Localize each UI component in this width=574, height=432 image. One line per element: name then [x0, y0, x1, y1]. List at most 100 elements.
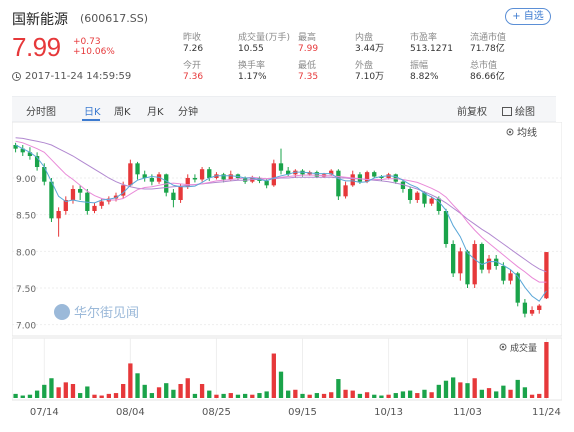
y-tick-label: 8.00 [16, 248, 36, 258]
kline-svg[interactable]: 华尔街见闻 9.00 8.50 8.00 7.50 7.00 07/14 08/04 08/2… [11, 121, 563, 428]
volume-bar [314, 393, 320, 398]
ma-toggle-icon [506, 128, 514, 136]
candle-body [42, 167, 47, 182]
metric-6: 今开 7.36 [183, 61, 203, 83]
metric-label: 总市值 [470, 61, 498, 71]
metric-label: 外盘 [355, 61, 374, 71]
candle-body [286, 170, 291, 175]
candle-body [443, 211, 449, 244]
volume-bar [242, 393, 248, 398]
metric-label: 振幅 [410, 61, 429, 71]
volume-bar [357, 393, 363, 398]
metric-8: 最低 7.35 [298, 61, 318, 83]
metric-label: 市盈率 [410, 33, 438, 43]
metric-label: 昨收 [183, 33, 202, 43]
volume-bar [113, 393, 119, 398]
ma-toggle[interactable]: 均线 [506, 126, 537, 139]
metric-9: 外盘 7.10万 [355, 61, 384, 83]
candle-body [228, 174, 233, 180]
candle-body [149, 178, 155, 182]
volume-bar [185, 378, 190, 398]
tab-weekly-k[interactable]: 周K [114, 107, 131, 118]
candle-body [364, 172, 370, 182]
candle-body [77, 189, 83, 193]
volume-bar [207, 390, 212, 398]
tab-monthly-k[interactable]: 月K [147, 107, 164, 118]
current-price: 7.99 [12, 32, 61, 62]
metric-10: 振幅 8.82% [410, 61, 439, 83]
candle-body [192, 178, 198, 180]
metric-label: 换手率 [238, 61, 266, 71]
x-tick-label: 08/04 [116, 407, 145, 418]
metric-value: 7.10万 [355, 72, 385, 82]
volume-toggle-icon [499, 343, 507, 351]
volume-bar [199, 384, 205, 398]
volume-bar [257, 393, 262, 398]
active-tab-indicator [82, 119, 100, 121]
volume-toggle[interactable]: 成交量 [499, 342, 537, 354]
x-tick-label: 07/14 [30, 407, 59, 418]
volume-bar [235, 394, 241, 398]
candle-body [415, 192, 420, 200]
volume-bar [537, 393, 542, 398]
volume-bar [121, 384, 126, 398]
candle-body [422, 192, 427, 204]
volume-bar [458, 382, 463, 398]
volume-bar [264, 391, 269, 398]
volume-bar [407, 390, 413, 398]
candle-body [515, 273, 520, 303]
volume-bar [106, 393, 111, 398]
ma10-line [15, 140, 547, 283]
ma-toggle-label: 均线 [517, 126, 537, 139]
metric-7: 换手率 1.17% [238, 61, 267, 83]
volume-bar [422, 389, 427, 398]
restore-rights-button[interactable]: 前复权 [457, 107, 487, 118]
volume-bar [192, 393, 198, 398]
volume-bar [20, 395, 25, 398]
candle-body [522, 302, 528, 314]
watermark-text: 华尔街见闻 [74, 306, 139, 321]
add-watchlist-button[interactable]: + 自选 [505, 8, 551, 25]
ma5-line [15, 144, 547, 302]
candle-body [400, 181, 406, 189]
price-pane [11, 121, 563, 337]
candle-body [329, 170, 334, 175]
volume-bar [85, 386, 90, 398]
draw-tool-button[interactable]: 绘图 [502, 103, 535, 118]
draw-label: 绘图 [515, 107, 535, 118]
y-tick-label: 9.00 [16, 175, 36, 185]
candle-body [336, 170, 341, 197]
x-tick-label: 11/03 [453, 407, 482, 418]
quote-timestamp: 2017-11-24 14:59:59 [25, 71, 132, 82]
metric-value: 7.35 [298, 72, 319, 82]
y-tick-label: 8.50 [16, 212, 36, 222]
candle-body [508, 273, 513, 281]
x-tick-label: 08/25 [202, 407, 231, 418]
metric-4: 市盈率 513.1271 [410, 33, 453, 55]
kline-chart[interactable]: 华尔街见闻 9.00 8.50 8.00 7.50 7.00 07/14 08/04 08/2… [11, 121, 563, 428]
volume-bar [508, 389, 513, 398]
tab-daily-k[interactable]: 日K [84, 107, 101, 118]
volume-bar [164, 383, 169, 398]
candle-body [264, 180, 269, 186]
metric-value: 1.17% [238, 72, 267, 82]
stock-header: 国新能源 (600617.SS) + 自选 7.99 +0.73 +10.06%… [0, 0, 574, 90]
candle-body [271, 163, 276, 186]
metric-label: 内盘 [355, 33, 374, 43]
tab-minute[interactable]: 分钟 [178, 107, 198, 118]
candle-body [156, 174, 162, 182]
watermark-logo-icon [54, 304, 70, 320]
candle-body [372, 172, 377, 177]
candle-body [70, 189, 76, 200]
tab-intraday[interactable]: 分时图 [26, 107, 56, 118]
candle-body [479, 244, 485, 270]
candle-body [185, 178, 190, 187]
metric-value: 71.78亿 [470, 44, 505, 54]
metric-value: 86.66亿 [470, 72, 505, 82]
candle-body [121, 185, 126, 196]
metric-3: 内盘 3.44万 [355, 33, 384, 55]
volume-bar [329, 392, 334, 398]
candle-body [436, 198, 441, 211]
x-tick-label: 09/15 [288, 407, 317, 418]
volume-bar [443, 380, 449, 398]
